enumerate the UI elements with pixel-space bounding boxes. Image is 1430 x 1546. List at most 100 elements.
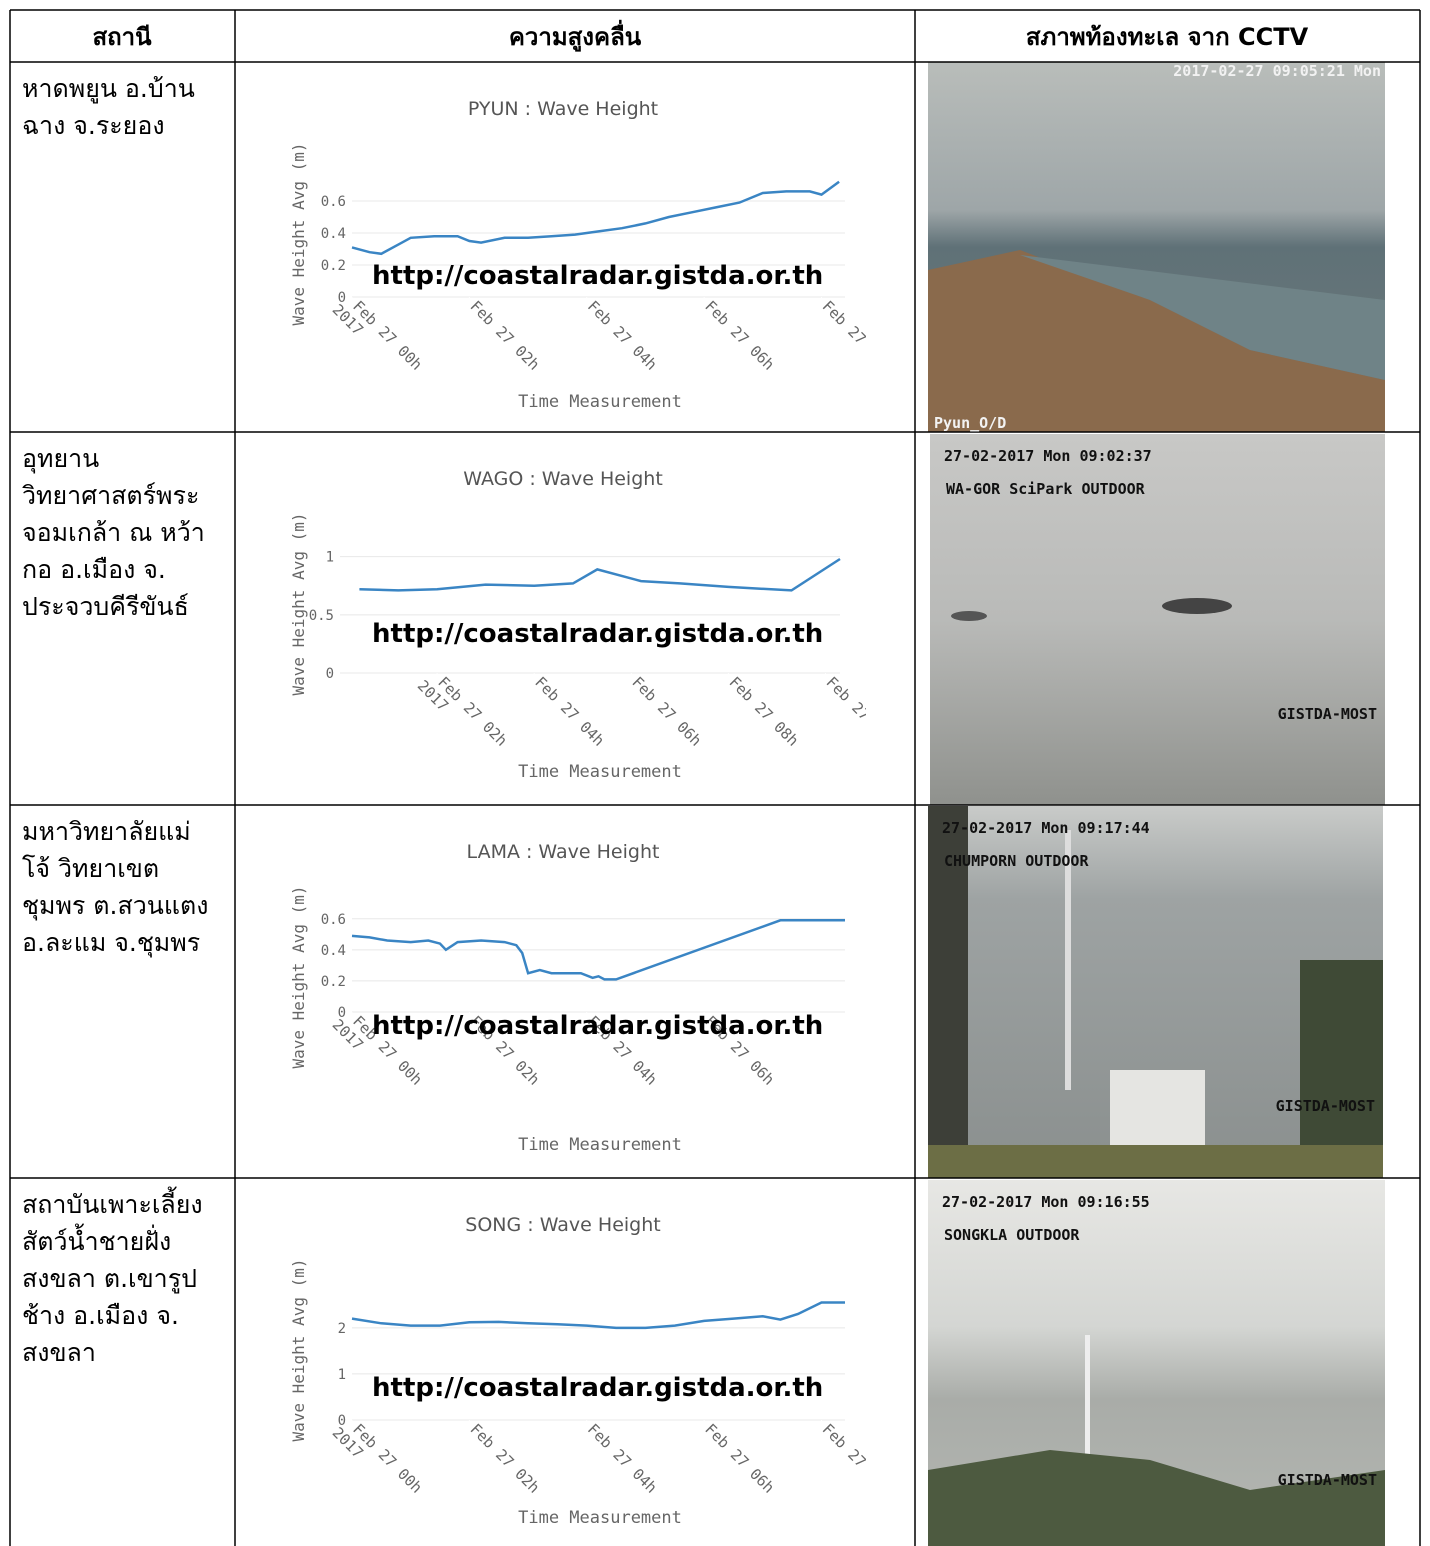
station-name: ฉาง จ.ระยอง	[22, 111, 165, 140]
x-tick-label-line: Feb 27 02h	[467, 297, 544, 374]
cctv-location: SONGKLA OUTDOOR	[944, 1226, 1080, 1244]
y-tick-label: 0.6	[321, 194, 346, 210]
x-tick-label: Feb 27 02h	[467, 297, 544, 374]
x-tick-label: Feb 27 08h	[819, 297, 896, 374]
cctv-brand: GISTDA-MOST	[1278, 1471, 1377, 1489]
beach	[928, 250, 1385, 432]
island	[951, 611, 987, 621]
x-axis-title: Time Measurement	[518, 1508, 682, 1528]
cctv-brand: GISTDA-MOST	[1276, 1097, 1375, 1115]
x-tick-label-line: Feb 27 10h	[823, 673, 900, 750]
y-tick-label: 0.5	[309, 608, 334, 624]
y-axis-title: Wave Height Avg (m)	[289, 885, 308, 1068]
x-tick-label: Feb 27 00h2017	[329, 289, 426, 386]
station-name: ประจวบคีรีขันธ์	[22, 592, 189, 621]
x-tick-label: Feb 27 08h	[819, 1420, 896, 1497]
x-tick-label-line: Feb 27 08h	[819, 1420, 896, 1497]
table-grid	[9, 9, 1421, 1546]
grass	[928, 1145, 1383, 1178]
y-axis-title: Wave Height Avg (m)	[289, 512, 308, 695]
station-name: สงขลา	[22, 1338, 96, 1367]
tree	[1300, 960, 1383, 1178]
x-tick-label: Feb 27 06h	[701, 297, 778, 374]
header: ความสูงคลื่น	[509, 19, 642, 52]
wave-line	[351, 180, 840, 256]
x-tick-label-line: Feb 27 00h	[349, 1420, 426, 1497]
cctv-image	[930, 434, 1385, 805]
chart-title: WAGO : Wave Height	[463, 468, 663, 490]
pole	[1065, 830, 1071, 1090]
station-name: มหาวิทยาลัยแม่	[22, 817, 191, 846]
x-axis-title: Time Measurement	[518, 762, 682, 782]
header: สถานี	[92, 23, 152, 51]
watermark: http://coastalradar.gistda.or.th	[372, 261, 823, 291]
y-tick-label: 0	[338, 1413, 346, 1429]
chart: PYUN : Wave Height 0 0.2 0.4 0.6 Feb 27 00h20…	[289, 98, 896, 412]
cctv-images	[928, 62, 1385, 1546]
x-tick-label: Feb 27 06h	[628, 673, 705, 750]
station-name: ช้าง อ.เมือง จ.	[22, 1301, 179, 1330]
cctv-timestamp: 27-02-2017 Mon 09:02:37	[944, 447, 1152, 465]
y-tick-label: 0.2	[321, 974, 346, 990]
y-tick-label: 0	[338, 1005, 346, 1021]
x-tick-label-line: Feb 27 08h	[819, 297, 896, 374]
cctv-timestamp: 27-02-2017 Mon 09:16:55	[942, 1193, 1150, 1211]
station-name: จอมเกล้า ณ หว้า	[22, 518, 205, 547]
x-tick-label-line: Feb 27 02h	[434, 673, 511, 750]
station-name: ชุมพร ต.สวนแตง	[22, 891, 208, 921]
y-tick-label: 0	[338, 290, 346, 306]
x-tick-label-line: Feb 27 02h	[467, 1420, 544, 1497]
x-tick-label: Feb 27 06h	[701, 1420, 778, 1497]
cctv-location: WA-GOR SciPark OUTDOOR	[946, 480, 1146, 498]
x-tick-label-line: Feb 27 04h	[584, 297, 661, 374]
y-axis-title: Wave Height Avg (m)	[289, 142, 308, 325]
y-tick-label: 0.2	[321, 258, 346, 274]
x-tick-label: Feb 27 08h	[726, 673, 803, 750]
station-name: สัตว์น้ำชายฝั่ง	[22, 1223, 171, 1256]
x-tick-label: Feb 27 04h	[584, 297, 661, 374]
cctv-brand: GISTDA-MOST	[1278, 705, 1377, 723]
x-tick-label-line: Feb 27 04h	[584, 1420, 661, 1497]
cctv-timestamp: 2017-02-27 09:05:21 Mon	[1173, 62, 1381, 80]
surf	[1020, 255, 1385, 380]
y-axis-title: Wave Height Avg (m)	[289, 1258, 308, 1441]
y-tick-label: 0.6	[321, 912, 346, 928]
station-name: กอ อ.เมือง จ.	[22, 555, 166, 584]
x-tick-label: Feb 27 04h	[531, 673, 608, 750]
watermark: http://coastalradar.gistda.or.th	[372, 1011, 823, 1041]
station-name: อุทยาน	[22, 444, 99, 474]
x-tick-label: Feb 27 00h2017	[329, 1412, 426, 1509]
pole	[1085, 1335, 1090, 1475]
wave-line	[359, 557, 841, 592]
x-tick-label-line: Feb 27 06h	[628, 673, 705, 750]
station-name: อ.ละแม จ.ชุมพร	[22, 928, 200, 958]
x-tick-label-line: Feb 27 00h	[349, 297, 426, 374]
x-axis-title: Time Measurement	[518, 392, 682, 412]
watermark: http://coastalradar.gistda.or.th	[372, 619, 823, 649]
x-tick-label: Feb 27 02h	[467, 1420, 544, 1497]
cctv-location: CHUMPORN OUTDOOR	[944, 852, 1089, 870]
station-name: สถาบันเพาะเลี้ยง	[22, 1186, 203, 1219]
cctv-camera: Pyun_O/D	[934, 414, 1006, 432]
x-tick-label-line: Feb 27 06h	[701, 1420, 778, 1497]
x-tick-label-line: Feb 27 06h	[701, 297, 778, 374]
header: สภาพท้องทะเล จาก CCTV	[1026, 23, 1309, 51]
y-tick-label: 1	[338, 1367, 346, 1383]
y-tick-label: 0	[326, 666, 334, 682]
y-tick-label: 0.4	[321, 226, 346, 242]
watermark: http://coastalradar.gistda.or.th	[372, 1373, 823, 1403]
chart-title: PYUN : Wave Height	[468, 98, 658, 120]
y-tick-label: 0.4	[321, 943, 346, 959]
tree	[928, 806, 968, 1178]
station-name: หาดพยูน อ.บ้าน	[22, 74, 195, 104]
wave-line	[351, 919, 845, 981]
station-name: โจ้ วิทยาเขต	[22, 854, 159, 883]
station-name: วิทยาศาสตร์พระ	[22, 481, 199, 510]
x-axis-title: Time Measurement	[518, 1135, 682, 1155]
chart-title: SONG : Wave Height	[465, 1214, 660, 1236]
y-tick-label: 1	[326, 550, 334, 566]
